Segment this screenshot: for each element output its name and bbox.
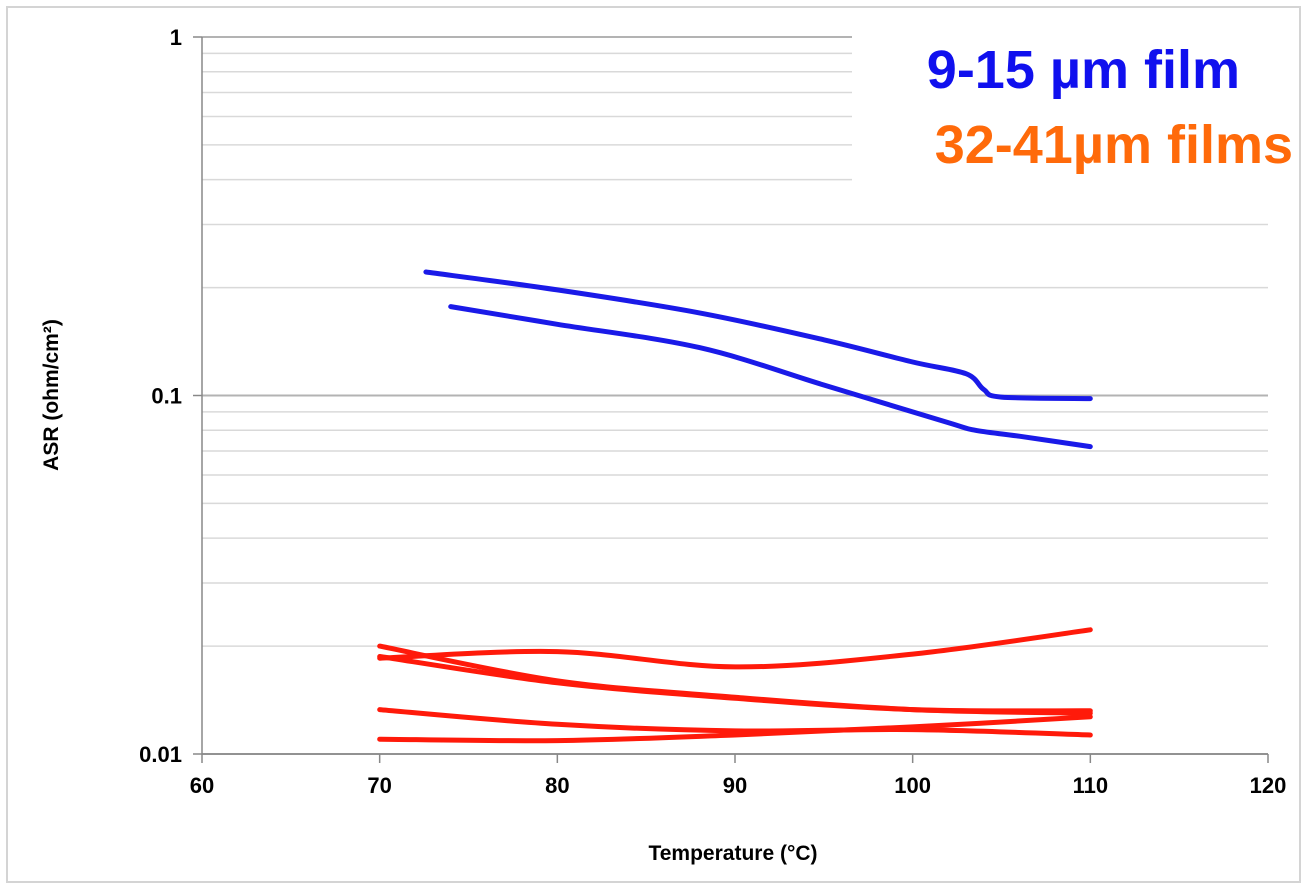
x-axis-ticks: 60 70 80 90 100 110 120: [190, 754, 1287, 798]
legend-entry-thick-films: 32-41µm films: [935, 115, 1293, 175]
thick-film-series-line: [377, 654, 1093, 714]
x-tick-label: 110: [1073, 773, 1109, 798]
x-tick-label: 60: [190, 773, 214, 798]
x-tick-label: 70: [367, 773, 391, 798]
x-tick-label: 120: [1250, 773, 1287, 798]
y-tick-label: 1: [170, 25, 182, 50]
thin-film-series-line: [448, 304, 1093, 450]
thick-film-series-line: [377, 627, 1093, 670]
thick-film-series-line: [377, 714, 1093, 744]
series-lines: [377, 269, 1093, 744]
y-axis-ticks: 0.01 0.1 1: [139, 25, 202, 767]
x-tick-label: 100: [894, 773, 931, 798]
x-tick-label: 80: [545, 773, 569, 798]
y-tick-label: 0.01: [139, 742, 182, 767]
legend-background: [852, 28, 1292, 186]
thick-film-series-line: [377, 643, 1093, 716]
y-axis-title: ASR (ohm/cm²): [40, 319, 63, 471]
legend-entry-thin-film: 9-15 µm film: [927, 40, 1240, 100]
thin-film-series-line: [423, 269, 1093, 402]
thick-film-series-line: [377, 707, 1093, 738]
x-tick-label: 90: [723, 773, 747, 798]
x-axis-title: Temperature (°C): [648, 842, 817, 865]
y-tick-label: 0.1: [151, 384, 182, 409]
